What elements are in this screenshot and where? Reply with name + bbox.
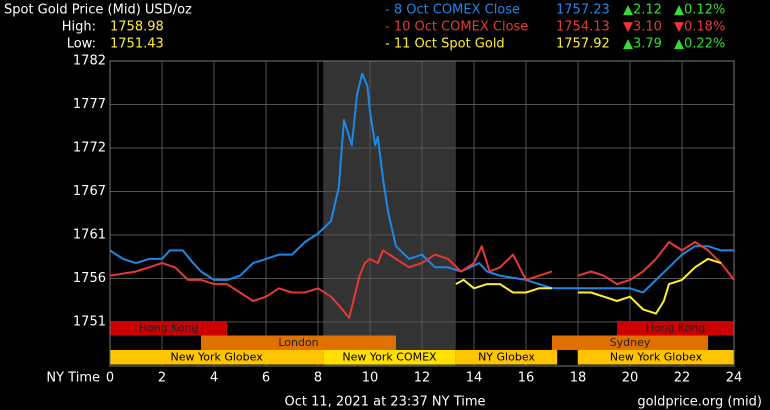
plot-frame <box>109 60 735 367</box>
session-label: Hong Kong <box>646 322 706 335</box>
series-line <box>109 72 734 294</box>
legend-name: - 10 Oct COMEX Close <box>385 20 528 35</box>
x-tick-label: 2 <box>158 371 166 386</box>
legend-price: 1757.23 <box>556 3 610 18</box>
session-label: NY Globex <box>478 351 535 364</box>
x-tick-label: 20 <box>622 371 639 386</box>
y-tick-label: 1772 <box>73 140 106 155</box>
legend-price: 1757.92 <box>556 37 610 52</box>
session-label: New York COMEX <box>342 351 437 364</box>
session-bar <box>552 335 708 350</box>
x-tick-label: 4 <box>210 371 218 386</box>
session-label: London <box>278 336 318 349</box>
y-tick-label: 1777 <box>73 97 106 112</box>
y-tick-label: 1761 <box>73 228 106 243</box>
series-line <box>109 241 735 319</box>
session-bar <box>578 350 734 365</box>
session-bar <box>201 335 396 350</box>
source: goldprice.org (mid) <box>637 395 762 410</box>
chart-title: Spot Gold Price (Mid) USD/oz <box>4 3 192 18</box>
x-tick-label: 10 <box>362 371 379 386</box>
session-bar <box>455 350 558 365</box>
session-label: Sydney <box>610 336 651 349</box>
x-tick-label: 0 <box>106 371 114 386</box>
legend-price: 1754.13 <box>556 20 610 35</box>
x-tick-label: 6 <box>262 371 270 386</box>
legend-change: ▼3.10 <box>623 20 662 35</box>
legend-pct: ▼0.18% <box>674 20 725 35</box>
low-value: 1751.43 <box>110 37 164 52</box>
x-tick-label: 14 <box>466 371 483 386</box>
session-bar <box>110 350 324 365</box>
low-label: Low: <box>67 37 96 52</box>
legend-name: - 8 Oct COMEX Close <box>385 3 520 18</box>
x-tick-label: 16 <box>518 371 535 386</box>
series-line <box>455 257 722 315</box>
x-tick-label: 18 <box>570 371 587 386</box>
session-bar <box>323 350 456 365</box>
legend-name: - 11 Oct Spot Gold <box>385 37 505 52</box>
legend-change: ▲2.12 <box>623 3 662 18</box>
session-bar <box>617 321 734 336</box>
high-label: High: <box>62 20 96 35</box>
footer: Oct 11, 2021 at 23:37 NY Time <box>284 395 485 410</box>
x-tick-label: 12 <box>414 371 431 386</box>
y-tick-label: 1756 <box>73 271 106 286</box>
y-tick-label: 1782 <box>73 54 106 69</box>
y-tick-label: 1767 <box>73 184 106 199</box>
legend-pct: ▲0.22% <box>674 37 725 52</box>
x-axis-label: NY Time <box>46 371 100 386</box>
session-bar <box>110 321 227 336</box>
legend-change: ▲3.79 <box>623 37 662 52</box>
y-tick-label: 1751 <box>73 315 106 330</box>
session-label: New York Globex <box>170 351 263 364</box>
x-tick-label: 24 <box>726 371 743 386</box>
x-tick-label: 8 <box>314 371 322 386</box>
session-label: Hong Kong <box>139 322 199 335</box>
legend-pct: ▲0.12% <box>674 3 725 18</box>
highlight-band <box>323 61 456 366</box>
session-label: New York Globex <box>610 351 703 364</box>
high-value: 1758.98 <box>110 20 164 35</box>
x-tick-label: 22 <box>674 371 691 386</box>
